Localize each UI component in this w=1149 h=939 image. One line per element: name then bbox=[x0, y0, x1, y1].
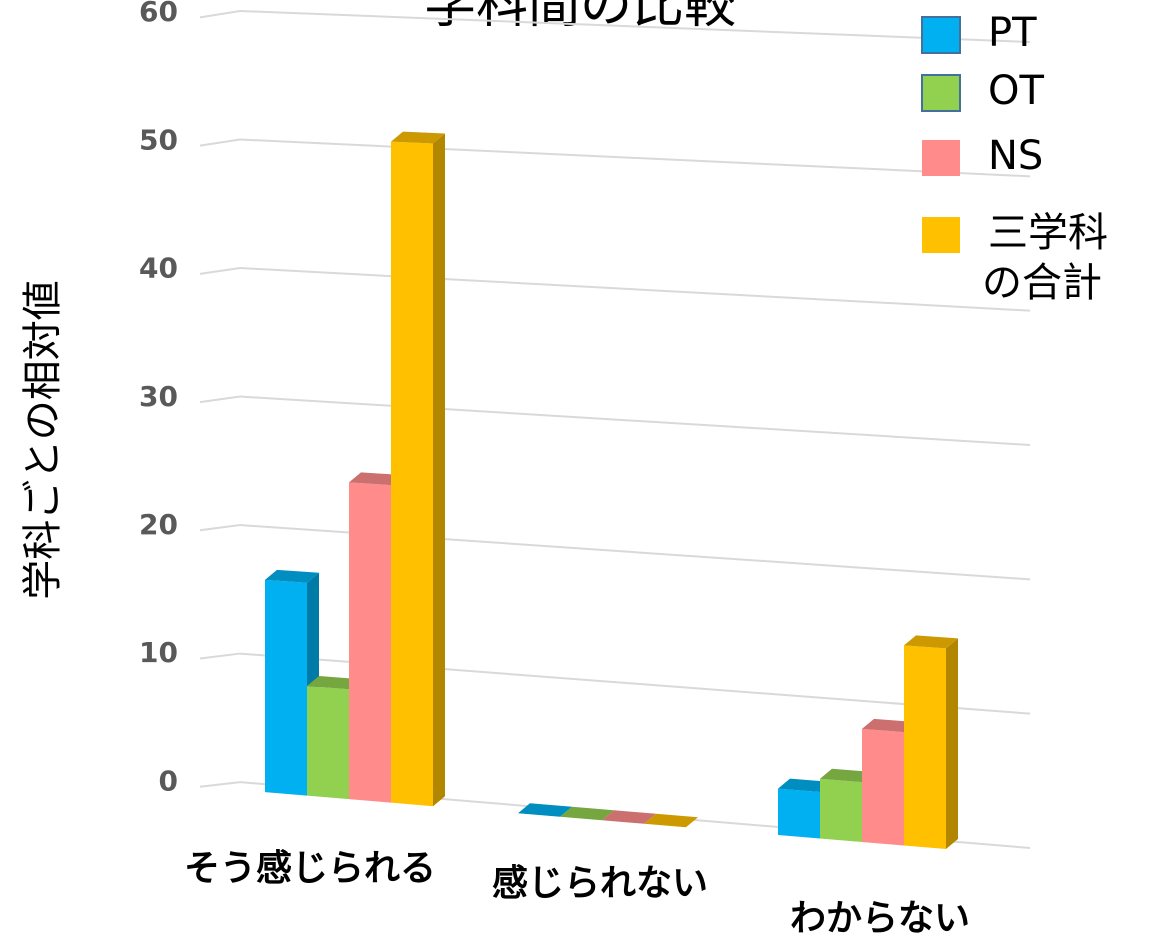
bar bbox=[644, 813, 698, 828]
chart-title: 学科間の比較 bbox=[424, 0, 736, 35]
bar bbox=[602, 810, 656, 824]
grid-line bbox=[199, 781, 241, 788]
y-axis-label: 学科ごとの相対値 bbox=[20, 280, 66, 600]
x-tick-label: わからない bbox=[790, 898, 970, 939]
grid-line bbox=[199, 652, 241, 660]
legend-label: 三学科の合計 bbox=[982, 210, 1108, 306]
y-tick-label: 30 bbox=[139, 380, 178, 413]
grid-line bbox=[239, 138, 1031, 178]
y-tick-label: 40 bbox=[139, 252, 178, 285]
bar-front bbox=[862, 728, 904, 846]
bar-front bbox=[307, 686, 349, 800]
bar-side bbox=[433, 133, 445, 807]
x-tick-label: 感じられない bbox=[492, 863, 708, 904]
legend-swatch bbox=[922, 140, 960, 176]
grid-line bbox=[199, 395, 241, 404]
grid-line bbox=[239, 9, 1031, 43]
legend-label: PT bbox=[988, 10, 1037, 56]
bar bbox=[518, 803, 572, 817]
y-tick-label: 60 bbox=[139, 0, 178, 28]
bar-front bbox=[349, 482, 391, 803]
bar-top bbox=[560, 806, 614, 821]
legend-label: NS bbox=[988, 133, 1043, 179]
bar-top bbox=[307, 676, 361, 690]
y-tick-label: 0 bbox=[159, 764, 178, 797]
grid-line bbox=[199, 524, 241, 532]
grid-line bbox=[239, 395, 1031, 446]
grid-line bbox=[199, 138, 241, 147]
bar-top bbox=[602, 810, 656, 824]
bar-front bbox=[778, 788, 820, 839]
bar bbox=[391, 131, 445, 807]
bar-top bbox=[518, 803, 572, 817]
grid-line bbox=[199, 9, 241, 19]
grid-line bbox=[239, 267, 1031, 312]
legend-label: OT bbox=[988, 68, 1044, 114]
legend-swatch bbox=[921, 74, 961, 112]
grid-line bbox=[199, 267, 241, 275]
bar-front bbox=[391, 141, 433, 807]
bar-top bbox=[778, 778, 832, 793]
y-tick-label: 50 bbox=[139, 123, 178, 156]
y-tick-label: 10 bbox=[139, 636, 178, 669]
bar-front bbox=[820, 778, 862, 842]
x-tick-label: そう感じられる bbox=[184, 848, 436, 889]
bar bbox=[904, 635, 958, 849]
bar-top bbox=[265, 569, 319, 583]
bar-front bbox=[904, 645, 946, 849]
bar-top bbox=[904, 635, 958, 649]
bar-top bbox=[862, 718, 916, 733]
bar-top bbox=[349, 472, 403, 486]
bar-top bbox=[391, 131, 445, 144]
y-tick-label: 20 bbox=[139, 508, 178, 541]
legend-swatch bbox=[922, 217, 960, 253]
bar-front bbox=[265, 579, 307, 796]
bar bbox=[560, 806, 614, 821]
legend-swatch bbox=[921, 16, 961, 54]
bar-top bbox=[820, 768, 874, 783]
bar-side bbox=[946, 638, 958, 849]
bar-top bbox=[644, 813, 698, 828]
